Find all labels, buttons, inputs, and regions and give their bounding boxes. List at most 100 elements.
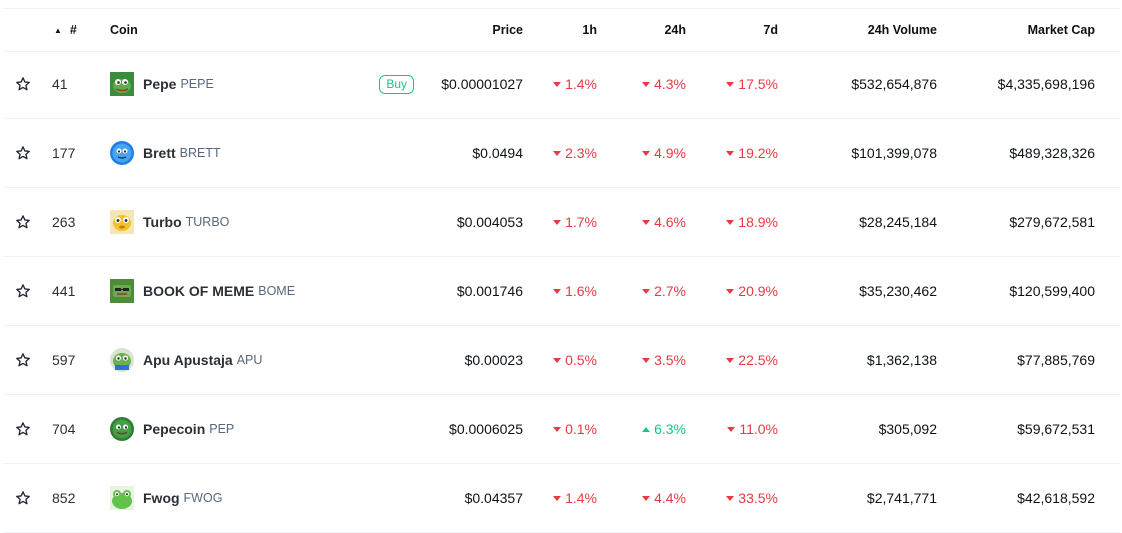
pepecoin-icon (110, 417, 143, 441)
change-7d: 17.5% (704, 50, 778, 118)
change-1h-value: 1.6% (565, 283, 597, 299)
market-cap-cell: $42,618,592 (1017, 490, 1095, 506)
price-cell: $0.0494 (472, 145, 523, 161)
volume-column-header[interactable]: 24h Volume (867, 23, 937, 37)
table-row[interactable]: 177 Brett BRETT $0.0494 2.3% 4.9% 19.2% … (4, 119, 1120, 188)
volume-cell: $1,362,138 (866, 352, 937, 368)
change-7d: 11.0% (704, 395, 778, 463)
change-1h-value: 1.4% (565, 490, 597, 506)
market-cap-column-header[interactable]: Market Cap (1027, 23, 1095, 37)
caret-down-icon (553, 288, 562, 294)
favorite-star-icon[interactable] (12, 326, 34, 394)
price-cell: $0.0006025 (449, 421, 523, 437)
change-1h: 1.4% (534, 464, 597, 532)
coin-column-header[interactable]: Coin (110, 23, 138, 37)
coin-name[interactable]: BOOK OF MEME (143, 283, 255, 299)
change-24h: 4.6% (614, 188, 686, 256)
buy-button[interactable]: Buy (379, 74, 414, 94)
caret-down-icon (726, 81, 735, 87)
change-24h-value: 4.4% (654, 490, 686, 506)
caret-down-icon (553, 495, 562, 501)
table-row[interactable]: 704 Pepecoin PEP $0.0006025 0.1% 6.3% 11… (4, 395, 1120, 464)
7d-column-header[interactable]: 7d (763, 23, 778, 37)
change-24h: 4.3% (614, 50, 686, 118)
coin-cell[interactable]: Fwog FWOG (110, 464, 370, 532)
market-cap-cell: $4,335,698,196 (997, 76, 1095, 92)
change-24h-value: 2.7% (654, 283, 686, 299)
coin-cell[interactable]: BOOK OF MEME BOME (110, 257, 370, 325)
caret-down-icon (553, 150, 562, 156)
change-24h: 4.9% (614, 119, 686, 187)
coin-cell[interactable]: Brett BRETT (110, 119, 370, 187)
caret-down-icon (727, 426, 736, 432)
change-1h-value: 0.5% (565, 352, 597, 368)
change-1h: 0.5% (534, 326, 597, 394)
coin-symbol: APU (236, 353, 263, 367)
table-row[interactable]: 41 Pepe PEPE Buy $0.00001027 1.4% 4.3% 1… (4, 50, 1120, 119)
favorite-star-icon[interactable] (12, 464, 34, 532)
coin-symbol: BRETT (179, 146, 221, 160)
change-1h: 1.7% (534, 188, 597, 256)
rank-cell: 441 (52, 283, 76, 299)
coin-name[interactable]: Pepecoin (143, 421, 206, 437)
coin-cell[interactable]: Turbo TURBO (110, 188, 370, 256)
rank-cell: 41 (52, 76, 68, 92)
turbo-yellow-icon (110, 210, 143, 234)
change-7d: 19.2% (704, 119, 778, 187)
sort-up-icon: ▲ (54, 25, 62, 35)
change-1h-value: 1.4% (565, 76, 597, 92)
coin-symbol: PEP (209, 422, 235, 436)
1h-column-header[interactable]: 1h (582, 23, 597, 37)
table-row[interactable]: 263 Turbo TURBO $0.004053 1.7% 4.6% 18.9… (4, 188, 1120, 257)
change-24h: 6.3% (614, 395, 686, 463)
table-row[interactable]: 597 Apu Apustaja APU $0.00023 0.5% 3.5% … (4, 326, 1120, 395)
favorite-star-icon[interactable] (12, 119, 34, 187)
caret-down-icon (726, 150, 735, 156)
favorite-star-icon[interactable] (12, 50, 34, 118)
rank-cell: 177 (52, 145, 76, 161)
caret-down-icon (726, 495, 735, 501)
coin-cell[interactable]: Pepecoin PEP (110, 395, 370, 463)
table-row[interactable]: 441 BOOK OF MEME BOME $0.001746 1.6% 2.7… (4, 257, 1120, 326)
caret-down-icon (642, 150, 651, 156)
change-7d-value: 22.5% (738, 352, 778, 368)
bome-book-icon (110, 279, 143, 303)
favorite-star-icon[interactable] (12, 257, 34, 325)
coin-symbol: BOME (258, 284, 296, 298)
change-24h-value: 6.3% (654, 421, 686, 437)
24h-column-header[interactable]: 24h (664, 23, 686, 37)
volume-cell: $28,245,184 (859, 214, 937, 230)
coin-name[interactable]: Turbo (143, 214, 182, 230)
coin-name[interactable]: Apu Apustaja (143, 352, 233, 368)
coin-cell[interactable]: Apu Apustaja APU (110, 326, 370, 394)
table-header: ▲ # Coin Price 1h 24h 7d 24h Volume Mark… (4, 8, 1120, 52)
change-24h-value: 4.9% (654, 145, 686, 161)
coin-name[interactable]: Fwog (143, 490, 180, 506)
price-cell: $0.001746 (456, 283, 523, 299)
change-24h-value: 4.3% (654, 76, 686, 92)
volume-cell: $101,399,078 (851, 145, 937, 161)
caret-down-icon (726, 357, 735, 363)
change-7d: 20.9% (704, 257, 778, 325)
favorite-star-icon[interactable] (12, 395, 34, 463)
rank-column-header[interactable]: ▲ # (54, 9, 104, 51)
volume-cell: $35,230,462 (859, 283, 937, 299)
price-cell: $0.00001027 (441, 76, 523, 92)
coin-name[interactable]: Pepe (143, 76, 177, 92)
volume-cell: $532,654,876 (851, 76, 937, 92)
favorite-star-icon[interactable] (12, 188, 34, 256)
price-cell: $0.04357 (464, 490, 523, 506)
market-cap-cell: $120,599,400 (1009, 283, 1095, 299)
apu-frog-icon (110, 348, 143, 372)
coin-cell[interactable]: Pepe PEPE (110, 50, 370, 118)
change-7d-value: 18.9% (738, 214, 778, 230)
buy-cell: Buy (374, 50, 414, 118)
coin-name[interactable]: Brett (143, 145, 176, 161)
caret-down-icon (642, 495, 651, 501)
rank-cell: 597 (52, 352, 76, 368)
brett-blue-icon (110, 141, 143, 165)
coin-symbol: PEPE (180, 77, 214, 91)
price-column-header[interactable]: Price (492, 23, 523, 37)
change-24h-value: 4.6% (654, 214, 686, 230)
caret-down-icon (553, 219, 562, 225)
